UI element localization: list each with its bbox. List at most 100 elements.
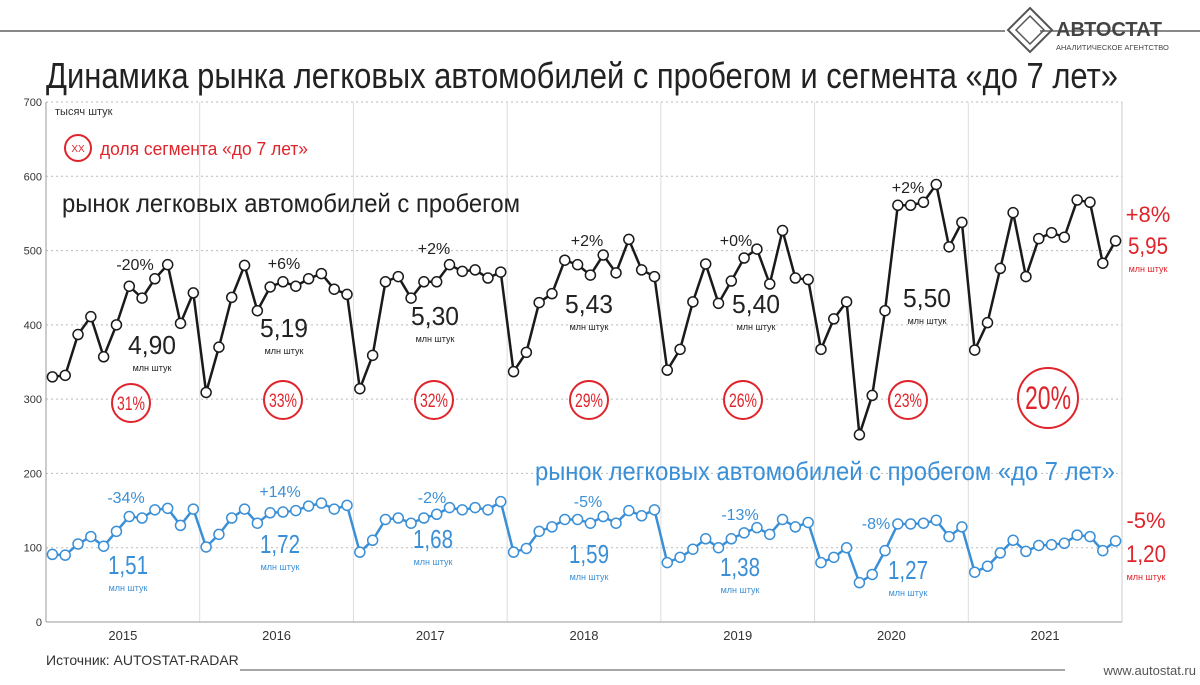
segment-change-label: -2% <box>418 490 446 507</box>
data-point <box>405 517 417 529</box>
data-point <box>1084 530 1096 543</box>
total-change-label: -20% <box>116 257 153 274</box>
svg-text:АВТОСТАТ: АВТОСТАТ <box>1056 19 1162 41</box>
data-point <box>72 328 84 341</box>
svg-text:+8%: +8% <box>1126 202 1171 227</box>
data-point <box>418 512 430 524</box>
x-tick-label: 2015 <box>108 628 137 643</box>
data-point <box>405 292 417 304</box>
data-point <box>315 497 328 509</box>
data-point <box>1109 235 1122 247</box>
data-point <box>302 500 315 512</box>
svg-text:5,95: 5,95 <box>1128 233 1168 260</box>
data-point <box>687 543 699 555</box>
unit-label: млн штук <box>570 572 609 582</box>
data-point <box>200 386 212 399</box>
data-point <box>789 521 802 533</box>
y-tick-label: 300 <box>24 394 42 406</box>
data-point <box>46 548 59 561</box>
svg-text:АНАЛИТИЧЕСКОЕ АГЕНТСТВО: АНАЛИТИЧЕСКОЕ АГЕНТСТВО <box>1056 43 1169 52</box>
share-circle <box>723 380 763 420</box>
website-link[interactable]: www.autostat.ru <box>1103 663 1197 678</box>
data-point <box>981 316 994 329</box>
data-point <box>366 534 379 547</box>
data-point <box>917 196 930 209</box>
data-point <box>635 264 648 276</box>
y-tick-label: 200 <box>24 468 42 480</box>
data-point <box>648 504 661 516</box>
data-point <box>456 265 469 278</box>
total-change-label: +2% <box>571 233 603 250</box>
segment-value-label: 1,51 <box>108 550 148 580</box>
data-point <box>354 546 366 558</box>
annotation-2017: +2% 5,30 млн штук -2% 1,68 млн штук 32% <box>411 241 459 567</box>
total-value-label: 5,50 <box>903 283 951 313</box>
data-point <box>494 266 507 278</box>
grid <box>45 101 1123 623</box>
data-point <box>174 317 187 330</box>
data-point <box>123 510 136 523</box>
data-point <box>366 349 379 362</box>
data-point <box>469 264 481 276</box>
y-tick-label: 600 <box>24 171 42 183</box>
x-tick-label: 2016 <box>262 628 291 643</box>
share-label: 29% <box>575 391 603 412</box>
svg-text:млн штук: млн штук <box>1127 572 1166 582</box>
data-point <box>674 551 686 564</box>
ytd-segment: -5% 1,20 млн штук <box>1126 508 1166 582</box>
data-point <box>200 541 212 553</box>
data-point <box>1071 529 1083 541</box>
annotation-2018: +2% 5,43 млн штук -5% 1,59 млн штук 29% <box>565 233 613 582</box>
share-circle <box>414 380 454 420</box>
plot-area <box>46 102 1122 622</box>
data-point <box>302 273 315 285</box>
data-point <box>623 233 635 246</box>
share-circle <box>263 380 303 420</box>
data-point <box>430 508 443 521</box>
segment-value-label: 1,68 <box>413 524 453 554</box>
data-point <box>904 199 917 212</box>
segment-change-label: -34% <box>107 490 144 507</box>
segment-value-label: 1,38 <box>720 552 760 582</box>
unit-label: млн штук <box>737 322 776 332</box>
data-point <box>1020 545 1032 558</box>
data-point <box>187 503 200 515</box>
data-point <box>635 510 648 522</box>
series-total <box>46 178 1122 441</box>
unit-label: млн штук <box>721 585 760 595</box>
segment-change-label: -8% <box>862 516 890 533</box>
data-point <box>943 530 955 543</box>
data-point <box>802 516 814 529</box>
data-point <box>687 296 699 308</box>
data-point <box>264 281 276 293</box>
data-point <box>494 495 507 508</box>
data-point <box>149 273 161 285</box>
data-point <box>546 521 558 533</box>
series-line <box>52 181 1117 436</box>
data-point <box>507 365 520 378</box>
data-point <box>546 287 558 300</box>
data-point <box>1007 534 1019 547</box>
data-point <box>584 517 597 529</box>
data-point <box>392 270 405 283</box>
x-tick-label: 2021 <box>1031 628 1060 643</box>
data-point <box>238 503 251 515</box>
total-value-label: 5,30 <box>411 301 459 331</box>
data-point <box>392 512 405 524</box>
data-point <box>968 344 981 356</box>
share-circle <box>888 380 928 420</box>
series-segment <box>46 495 1122 589</box>
annotation-2019: +0% 5,40 млн штук -13% 1,38 млн штук 26% <box>720 233 780 595</box>
data-point <box>1032 539 1045 552</box>
unit-label: млн штук <box>908 316 947 326</box>
total-value-label: 5,19 <box>260 313 308 343</box>
x-tick-label: 2020 <box>877 628 906 643</box>
data-point <box>213 341 225 353</box>
legend-share: XX доля сегмента «до 7 лет» <box>64 134 308 162</box>
data-point <box>610 517 622 529</box>
data-point <box>815 343 827 356</box>
data-point <box>623 504 635 517</box>
annotation-2021: 20% <box>1017 367 1079 429</box>
segment-value-label: 1,59 <box>569 539 609 569</box>
share-circle <box>569 380 609 420</box>
